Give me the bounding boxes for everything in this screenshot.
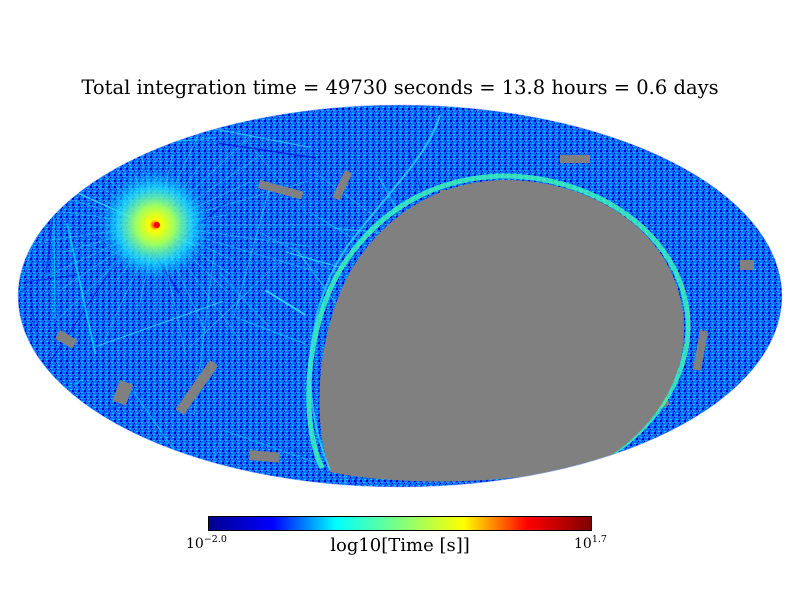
unobserved-patch <box>332 170 353 201</box>
scan-line <box>334 448 362 487</box>
scan-line <box>29 290 37 331</box>
scan-line <box>18 253 83 330</box>
scan-line <box>219 142 316 159</box>
scan-line <box>64 135 134 182</box>
scan-line <box>218 272 270 328</box>
scan-line <box>36 400 69 487</box>
unobserved-patch <box>175 360 219 415</box>
unobserved-patch <box>249 450 280 463</box>
colorbar-max-label: 101.7 <box>574 534 607 552</box>
scan-line <box>33 389 56 487</box>
unobserved-patch <box>693 330 708 371</box>
hotspot-peak <box>154 222 160 228</box>
scan-line <box>35 435 64 487</box>
scan-line <box>223 167 230 252</box>
unobserved-patch <box>257 180 304 200</box>
scan-line <box>53 205 56 320</box>
scan-line <box>347 134 374 211</box>
scan-line <box>66 222 97 355</box>
scan-line <box>18 110 101 198</box>
unobserved-patch <box>560 155 590 163</box>
scan-line <box>264 289 306 316</box>
unobserved-patch <box>112 380 134 406</box>
scan-line <box>18 273 81 285</box>
scan-line <box>291 141 310 195</box>
scan-line <box>223 429 327 467</box>
scan-line <box>346 451 373 487</box>
scan-arc <box>309 114 441 471</box>
scan-line <box>41 255 121 376</box>
scan-line <box>96 300 224 347</box>
colorbar-label: log10[Time [s]] <box>330 535 470 556</box>
scan-line <box>70 471 177 487</box>
unobserved-region <box>319 179 684 482</box>
colorbar-min-label: 10−2.0 <box>186 534 227 552</box>
scan-line <box>286 251 345 269</box>
map-boundary <box>17 104 783 488</box>
scan-line <box>26 442 82 487</box>
scan-line <box>237 129 307 213</box>
chart-title: Total integration time = 49730 seconds =… <box>81 76 719 99</box>
scan-line <box>235 316 306 345</box>
scan-line <box>233 189 270 318</box>
scan-line <box>130 467 223 487</box>
unobserved-patch <box>740 260 754 270</box>
unobserved-patch <box>55 330 78 349</box>
colorbar <box>208 516 592 531</box>
unobserved-region-edge <box>306 173 691 470</box>
